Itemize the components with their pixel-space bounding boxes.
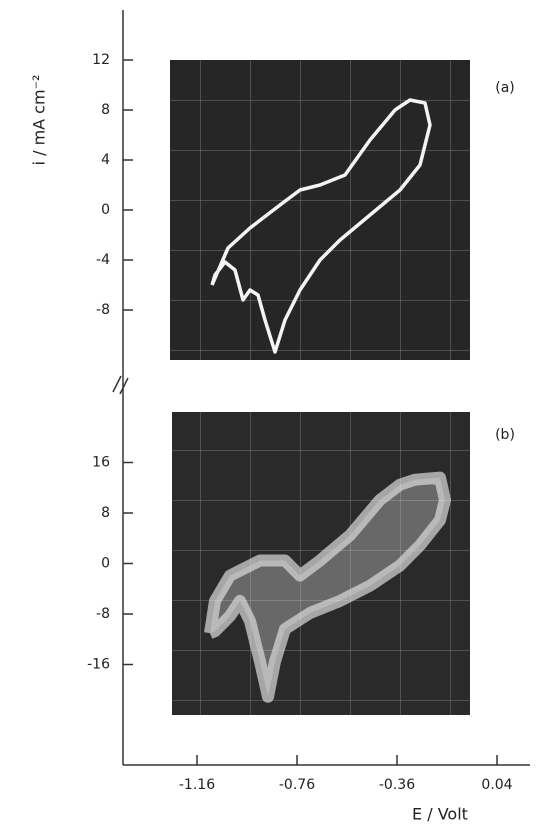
y-tick-label: 8: [101, 102, 110, 118]
x-tick-label: -0.76: [279, 777, 315, 793]
axis-break: [112, 375, 129, 395]
y-tick-label: 0: [101, 556, 110, 572]
y-tick-label: -16: [87, 657, 110, 673]
y-tick-label: -8: [96, 302, 110, 318]
y-tick-label: -4: [96, 252, 110, 268]
y-tick-label: 8: [101, 505, 110, 521]
x-tick-label: 0.04: [481, 777, 512, 793]
graticule: [170, 60, 470, 360]
panel-label: (b): [495, 427, 515, 443]
x-tick-label: -1.16: [179, 777, 215, 793]
trace: [204, 471, 451, 703]
trace: [210, 98, 432, 354]
y-tick-label: -8: [96, 606, 110, 622]
y-tick-label: 12: [92, 52, 110, 68]
y-tick-label: 4: [101, 152, 110, 168]
y-axis-label: i / mA cm⁻²: [30, 75, 49, 166]
y-tick-label: 0: [101, 202, 110, 218]
x-axis-label: E / Volt: [412, 805, 468, 824]
x-tick-label: -0.36: [379, 777, 415, 793]
y-tick-label: 16: [92, 455, 110, 471]
panel-label: (a): [495, 80, 515, 96]
